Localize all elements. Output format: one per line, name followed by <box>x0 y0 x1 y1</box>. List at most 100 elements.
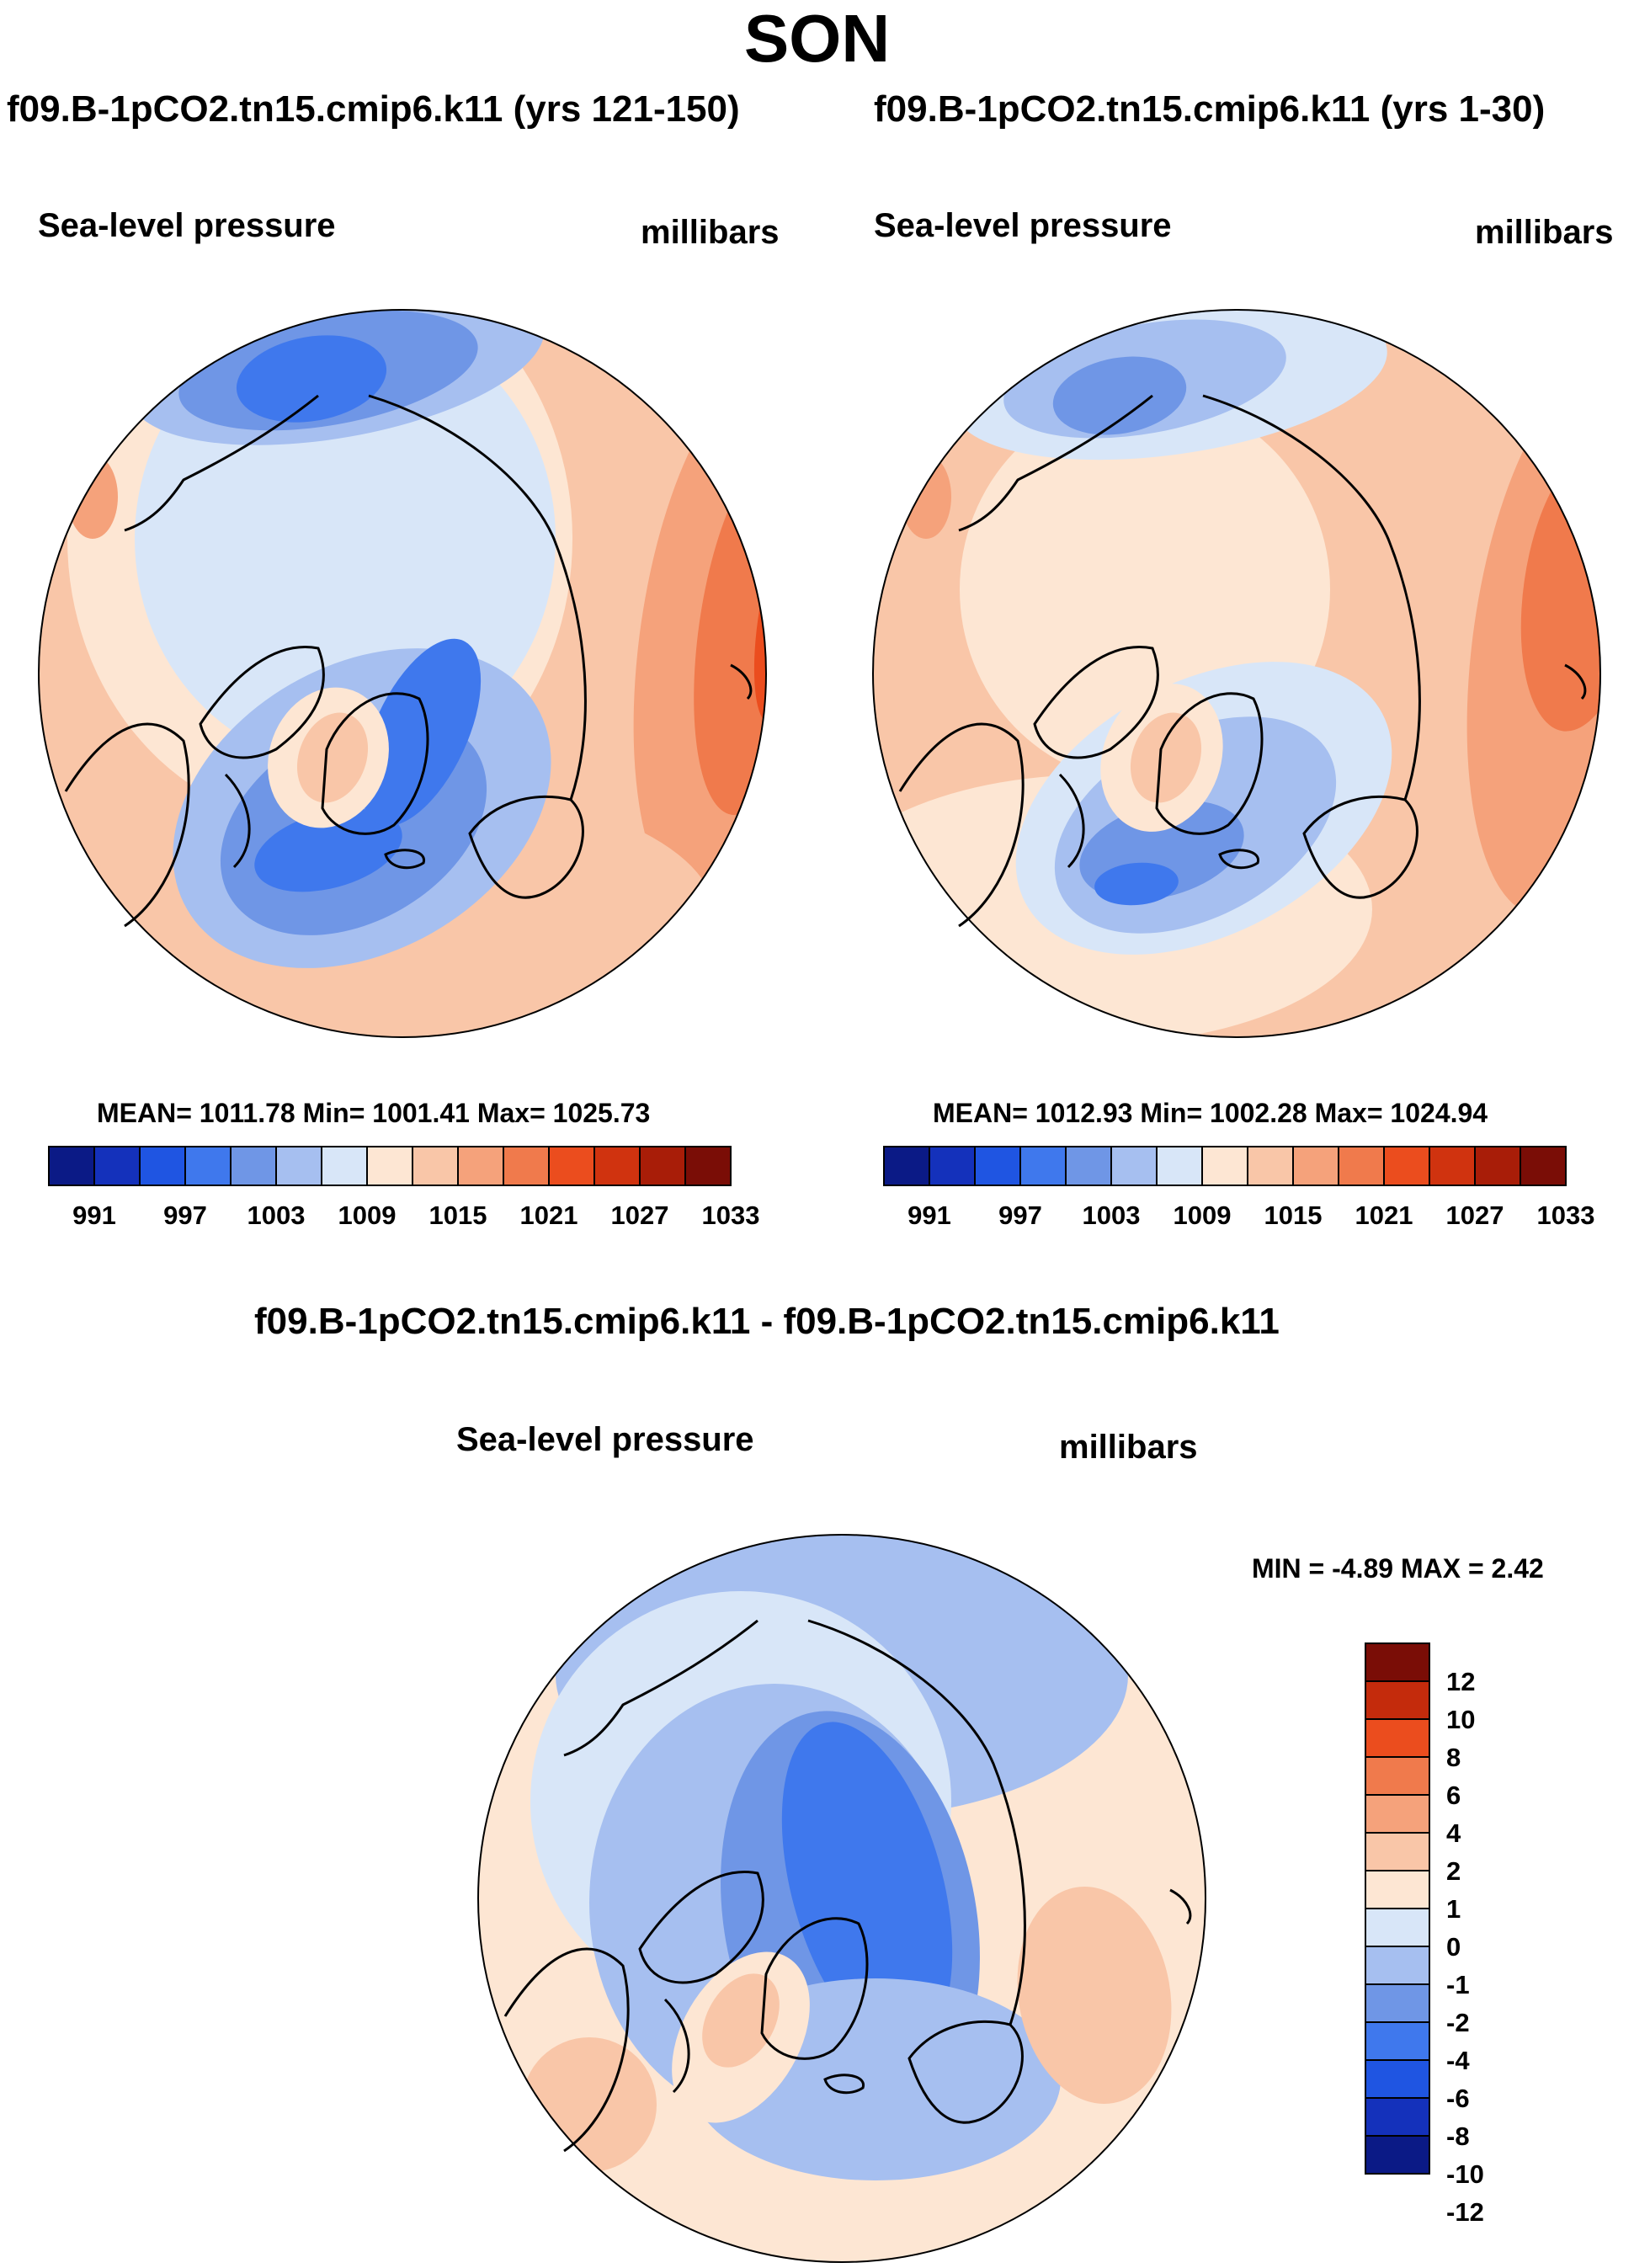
colorbar-tick-label: 1015 <box>429 1201 487 1230</box>
colorbar-tick-label: 1009 <box>338 1201 397 1230</box>
colorbar-tick-label: 6 <box>1446 1781 1461 1810</box>
colorbar-swatch <box>412 1146 459 1186</box>
colorbar-tick-label: 1027 <box>611 1201 669 1230</box>
coast-iceland <box>823 2074 865 2095</box>
colorbar-swatch <box>1156 1146 1203 1186</box>
colorbar-tick-label: -6 <box>1446 2084 1470 2113</box>
slp-west-high <box>901 455 951 539</box>
colorbar-swatch <box>1365 1794 1430 1834</box>
colorbar-swatch <box>230 1146 277 1186</box>
colorbar-tick-label: 1021 <box>520 1201 578 1230</box>
colorbar-tick-label: -2 <box>1446 2008 1470 2037</box>
colorbar-swatch <box>1520 1146 1567 1186</box>
slp-atlantic-low-center <box>1094 862 1179 906</box>
colorbar-swatch <box>1110 1146 1158 1186</box>
colorbar-swatch <box>974 1146 1021 1186</box>
colorbar-tick-label: 1 <box>1446 1894 1461 1924</box>
colorbar-swatch <box>1365 1642 1430 1682</box>
colorbar-2: 991 997 1003 1009 1015 1021 1027 1033 <box>883 1146 1594 1230</box>
panel2-units-label: millibars <box>1475 214 1614 251</box>
colorbar-swatch <box>184 1146 232 1186</box>
colorbar-swatch <box>1365 1756 1430 1796</box>
coast-iceland <box>1218 849 1259 870</box>
panel3-stats: MIN = -4.89 MAX = 2.42 <box>1252 1553 1544 1584</box>
colorbar-swatch <box>275 1146 322 1186</box>
colorbar-swatch <box>1365 1680 1430 1720</box>
colorbar-tick-label: -4 <box>1446 2046 1470 2075</box>
panel2-stats: MEAN= 1012.93 Min= 1002.28 Max= 1024.94 <box>933 1098 1488 1128</box>
colorbar-swatch <box>1365 1983 1430 2023</box>
colorbar-tick-label: -8 <box>1446 2122 1470 2151</box>
slp-high-east-mid <box>1520 447 1600 732</box>
colorbar-tick-label: -12 <box>1446 2197 1484 2227</box>
colorbar-swatch <box>1365 2021 1430 2061</box>
colorbar-tick-label: 1021 <box>1355 1201 1413 1230</box>
slp-difference-map <box>478 1535 1206 2262</box>
coast-kamchatka <box>1169 1888 1192 1925</box>
coastlines-map2 <box>898 394 1587 928</box>
panel1-units-label: millibars <box>641 214 780 251</box>
coast-hudson <box>663 1998 690 2094</box>
colorbar-swatch <box>883 1146 930 1186</box>
coast-greenland <box>1155 692 1264 835</box>
colorbar-tick-label: 997 <box>163 1201 207 1230</box>
colorbar-swatch <box>639 1146 686 1186</box>
slp-west-high <box>67 455 118 539</box>
slp-greenland-high-core <box>296 712 369 803</box>
colorbar-1: 991 997 1003 1009 1015 1021 1027 1033 <box>48 1146 759 1230</box>
slp-map-121-150 <box>39 310 766 1037</box>
slp-norway-low <box>360 638 482 827</box>
slp-map-1-30 <box>873 310 1600 1037</box>
colorbar-swatch <box>1201 1146 1248 1186</box>
colorbar-swatch <box>1292 1146 1339 1186</box>
coast-hudson <box>1058 773 1085 869</box>
colorbar-tick-label: 1015 <box>1264 1201 1323 1230</box>
coast-kamchatka <box>1564 663 1587 700</box>
slp-greenland-high-core <box>1130 712 1202 803</box>
colorbar-tick-label: 10 <box>1446 1705 1475 1734</box>
coast-iceland <box>384 849 425 870</box>
colorbar-swatch <box>1365 2135 1430 2175</box>
colorbar-swatch <box>1429 1146 1476 1186</box>
panel1-stats: MEAN= 1011.78 Min= 1001.41 Max= 1025.73 <box>97 1098 651 1128</box>
coast-eurasia <box>368 394 587 801</box>
coast-north-america <box>898 722 1025 928</box>
figure-title: SON <box>743 1 891 76</box>
colorbar-tick-label: 991 <box>907 1201 951 1230</box>
coast-alaska-siberia <box>958 394 1153 532</box>
slp-pacific-low-core <box>1052 356 1187 435</box>
coast-alaska-siberia <box>124 394 319 532</box>
colorbar-swatch <box>1247 1146 1294 1186</box>
coast-eurasia <box>1202 394 1421 801</box>
coast-canada-archipelago <box>199 646 325 759</box>
colorbar-tick-label: 8 <box>1446 1743 1461 1772</box>
colorbar-swatch <box>1365 1870 1430 1909</box>
colorbar-tick-label: 12 <box>1446 1667 1475 1696</box>
colorbar-swatch <box>548 1146 595 1186</box>
diff-east-positive <box>1017 1887 1172 2104</box>
colorbar-tick-label: 1027 <box>1446 1201 1504 1230</box>
colorbar-tick-label: 4 <box>1446 1818 1461 1848</box>
diff-arctic-negative-core <box>781 1722 953 2050</box>
coast-greenland <box>760 1917 869 2060</box>
colorbar-tick-label: 997 <box>998 1201 1042 1230</box>
colorbar-tick-label: 1009 <box>1174 1201 1232 1230</box>
colorbar-swatch <box>1338 1146 1385 1186</box>
colorbar-tick-label: -10 <box>1446 2159 1484 2189</box>
coast-canada-archipelago <box>638 1871 764 1984</box>
map1-border <box>38 309 767 1038</box>
colorbar-swatch <box>503 1146 550 1186</box>
coast-canada-archipelago <box>1033 646 1159 759</box>
colorbar-swatch <box>1365 1908 1430 1947</box>
slp-pacific-low-core <box>236 335 387 423</box>
coast-scandinavia <box>907 2020 1024 2124</box>
colorbar-tick-label: 991 <box>72 1201 116 1230</box>
colorbar-swatch <box>1019 1146 1067 1186</box>
slp-atlantic-low-core <box>254 808 402 892</box>
colorbar-swatch <box>457 1146 504 1186</box>
colorbar-swatch <box>1365 2059 1430 2099</box>
map2-border <box>872 309 1601 1038</box>
panel2-variable-label: Sea-level pressure <box>874 207 1172 244</box>
